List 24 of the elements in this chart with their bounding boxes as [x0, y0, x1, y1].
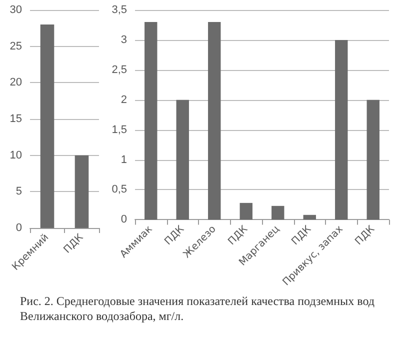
y-tick-label: 30: [10, 4, 22, 16]
y-tick-label: 1,5: [112, 124, 127, 136]
bar: [303, 214, 316, 220]
bar: [176, 100, 189, 220]
bar: [366, 100, 380, 220]
bar: [272, 206, 284, 220]
y-tick-label: 2: [120, 94, 127, 106]
bar: [335, 40, 348, 220]
y-tick-label: 3,5: [112, 4, 127, 16]
y-tick-label: 0: [16, 222, 22, 234]
y-tick-label: 3: [120, 34, 127, 46]
bar: [144, 22, 158, 220]
text: Рис. 2. Среднегодовые значения показателей качества подземных вод Велижанского водозабора, мг/л.: [19, 293, 376, 324]
y-tick-label: 25: [10, 40, 22, 52]
y-tick-label: 0,5: [112, 184, 127, 196]
y-tick-label: 1: [120, 154, 127, 166]
bar: [208, 22, 221, 220]
y-tick-label: 15: [10, 113, 22, 125]
y-tick-label: 5: [16, 186, 22, 198]
y-tick-label: 2,5: [112, 64, 127, 76]
bar: [240, 202, 252, 220]
y-tick-label: 20: [10, 76, 22, 89]
y-tick-label: 10: [10, 149, 22, 162]
y-tick-label: 0: [120, 214, 127, 226]
